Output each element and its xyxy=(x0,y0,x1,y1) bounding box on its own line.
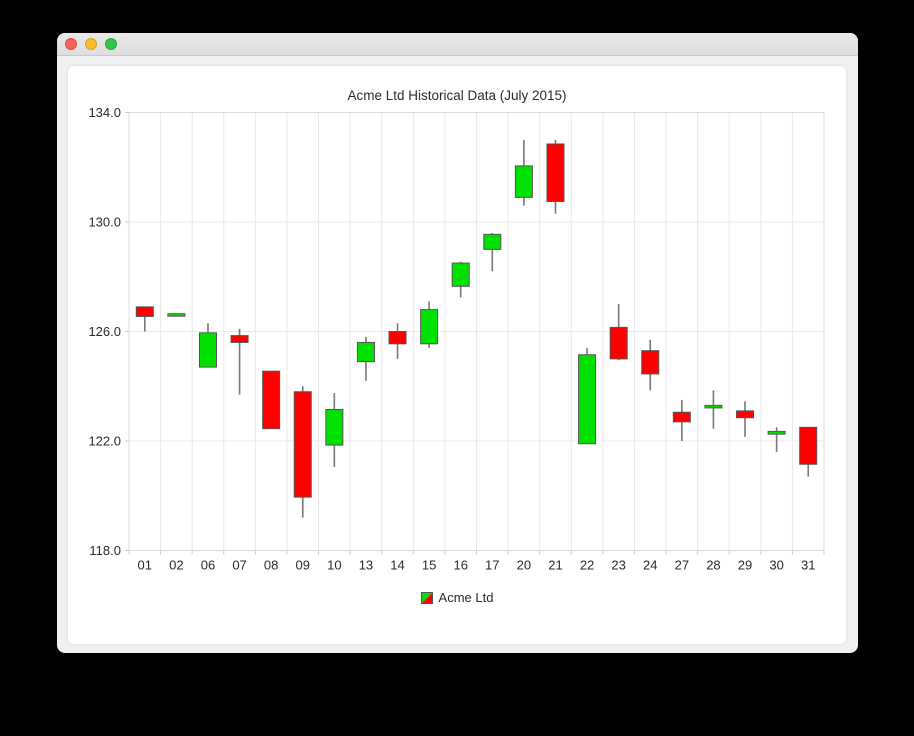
candle-body xyxy=(230,335,249,343)
x-tick-label: 15 xyxy=(422,558,436,573)
candle-body xyxy=(451,262,470,287)
zoom-button[interactable] xyxy=(105,38,117,50)
candle-body xyxy=(388,331,407,345)
candle-body xyxy=(578,354,597,445)
candle-body xyxy=(767,430,786,435)
x-tick-label: 06 xyxy=(201,558,215,573)
candle-body xyxy=(356,341,375,363)
candle-body xyxy=(420,309,439,345)
x-tick-label: 22 xyxy=(580,558,594,573)
candlestick-28 xyxy=(704,390,723,429)
candle-body xyxy=(514,165,533,198)
x-tick-label: 14 xyxy=(390,558,404,573)
x-tick-label: 29 xyxy=(738,558,752,573)
candlestick-06 xyxy=(198,323,217,368)
y-tick-label: 126.0 xyxy=(88,324,121,339)
chart-panel: Acme Ltd Historical Data (July 2015) 118… xyxy=(68,66,846,644)
candlestick-21 xyxy=(546,139,565,214)
close-button[interactable] xyxy=(65,38,77,50)
candlestick-23 xyxy=(609,304,628,361)
candle-body xyxy=(641,350,660,375)
candle-body xyxy=(167,313,186,317)
x-tick-label: 30 xyxy=(769,558,783,573)
x-tick-label: 16 xyxy=(453,558,467,573)
chart-legend: Acme Ltd xyxy=(68,590,846,605)
minimize-button[interactable] xyxy=(85,38,97,50)
x-tick-label: 23 xyxy=(611,558,625,573)
candlestick-10 xyxy=(325,393,344,468)
candle-body xyxy=(799,426,818,465)
candlestick-14 xyxy=(388,323,407,359)
window-titlebar[interactable] xyxy=(57,33,858,56)
x-tick-label: 28 xyxy=(706,558,720,573)
x-tick-label: 20 xyxy=(517,558,531,573)
candlestick-24 xyxy=(641,339,660,391)
x-tick-label: 07 xyxy=(232,558,246,573)
candlestick-22 xyxy=(578,347,597,445)
candle-body xyxy=(483,233,502,250)
candlestick-08 xyxy=(262,370,281,430)
x-tick-label: 21 xyxy=(548,558,562,573)
x-tick-label: 02 xyxy=(169,558,183,573)
x-tick-label: 24 xyxy=(643,558,657,573)
candlestick-31 xyxy=(799,426,818,477)
candlestick-02 xyxy=(167,313,186,317)
y-tick-label: 130.0 xyxy=(88,215,121,230)
y-tick-label: 122.0 xyxy=(88,434,121,449)
candle-body xyxy=(704,404,723,409)
candlestick-29 xyxy=(736,401,755,437)
candlestick-30 xyxy=(767,427,786,452)
x-tick-label: 10 xyxy=(327,558,341,573)
candle-body xyxy=(325,409,344,446)
candle-body xyxy=(609,326,628,360)
candlestick-27 xyxy=(672,399,691,441)
x-tick-label: 27 xyxy=(675,558,689,573)
chart-title: Acme Ltd Historical Data (July 2015) xyxy=(347,88,567,103)
candle-body xyxy=(135,306,154,317)
x-tick-label: 01 xyxy=(138,558,152,573)
candle-body xyxy=(198,332,217,368)
candle-body xyxy=(672,411,691,423)
candlestick-01 xyxy=(135,306,154,332)
candlestick-16 xyxy=(451,261,470,298)
candle-body xyxy=(293,391,312,498)
candlestick-15 xyxy=(420,301,439,348)
candlestick-07 xyxy=(230,328,249,395)
candlestick-chart: 118.0 122.0 126.0 130.0 134.0 01 02 06 07 08 09 10 1… xyxy=(88,105,825,573)
candle-body xyxy=(262,370,281,430)
legend-series-label: Acme Ltd xyxy=(438,590,494,605)
x-tick-label: 13 xyxy=(359,558,373,573)
x-tick-label: 09 xyxy=(296,558,310,573)
candle-body xyxy=(546,143,565,202)
candle-body xyxy=(736,410,755,419)
app-window: Acme Ltd Historical Data (July 2015) 118… xyxy=(57,33,858,653)
x-tick-label: 08 xyxy=(264,558,278,573)
candlestick-17 xyxy=(483,232,502,272)
legend-marker-icon xyxy=(420,591,433,604)
plot-border xyxy=(128,112,825,551)
candlestick-09 xyxy=(293,386,312,518)
y-tick-label: 118.0 xyxy=(89,543,121,558)
y-tick-label: 134.0 xyxy=(88,105,121,120)
candlestick-20 xyxy=(514,139,533,206)
x-tick-label: 31 xyxy=(801,558,815,573)
x-tick-label: 17 xyxy=(485,558,499,573)
candlestick-13 xyxy=(356,336,375,381)
